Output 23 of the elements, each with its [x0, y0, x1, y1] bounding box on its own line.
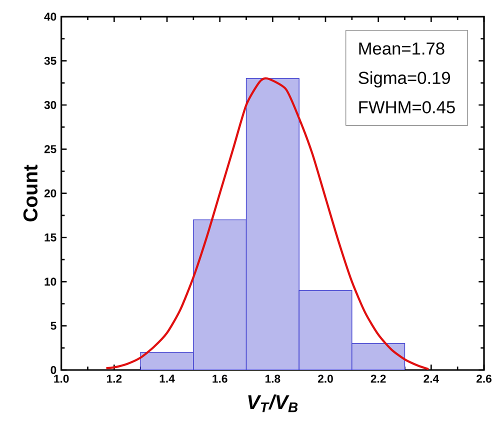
y-tick-label: 35 [44, 56, 56, 65]
x-tick-label: 1.4 [160, 374, 175, 383]
y-tick-label: 40 [44, 12, 56, 21]
y-tick-label: 15 [44, 234, 56, 242]
x-axis-title: V$_{T}$/V$_{B}$ [248, 394, 298, 412]
y-tick-label: 30 [44, 100, 56, 110]
x-tick-label: 1.2 [107, 374, 122, 383]
x-tick-label: 2.6 [476, 374, 492, 383]
annotation: FWHM=0.45 [359, 101, 455, 114]
y-tick-label: 25 [44, 145, 56, 154]
y-tick-label: 10 [44, 278, 56, 286]
y-tick-label: 20 [44, 189, 56, 198]
annotation: Mean=1.78 [359, 42, 444, 55]
y-axis-title: Count [23, 164, 38, 222]
x-tick-label: 1.8 [266, 374, 280, 383]
x-tick-label: 1.0 [54, 374, 69, 383]
x-tick-label: 2.2 [370, 374, 386, 383]
x-tick-label: 1.6 [212, 374, 228, 383]
x-tick-label: 2.4 [424, 374, 439, 383]
annotation: Sigma=0.19 [358, 71, 450, 88]
y-tick-label: 5 [50, 322, 56, 330]
y-tick-label: 0 [50, 366, 56, 374]
x-tick-label: 2.0 [318, 374, 333, 383]
